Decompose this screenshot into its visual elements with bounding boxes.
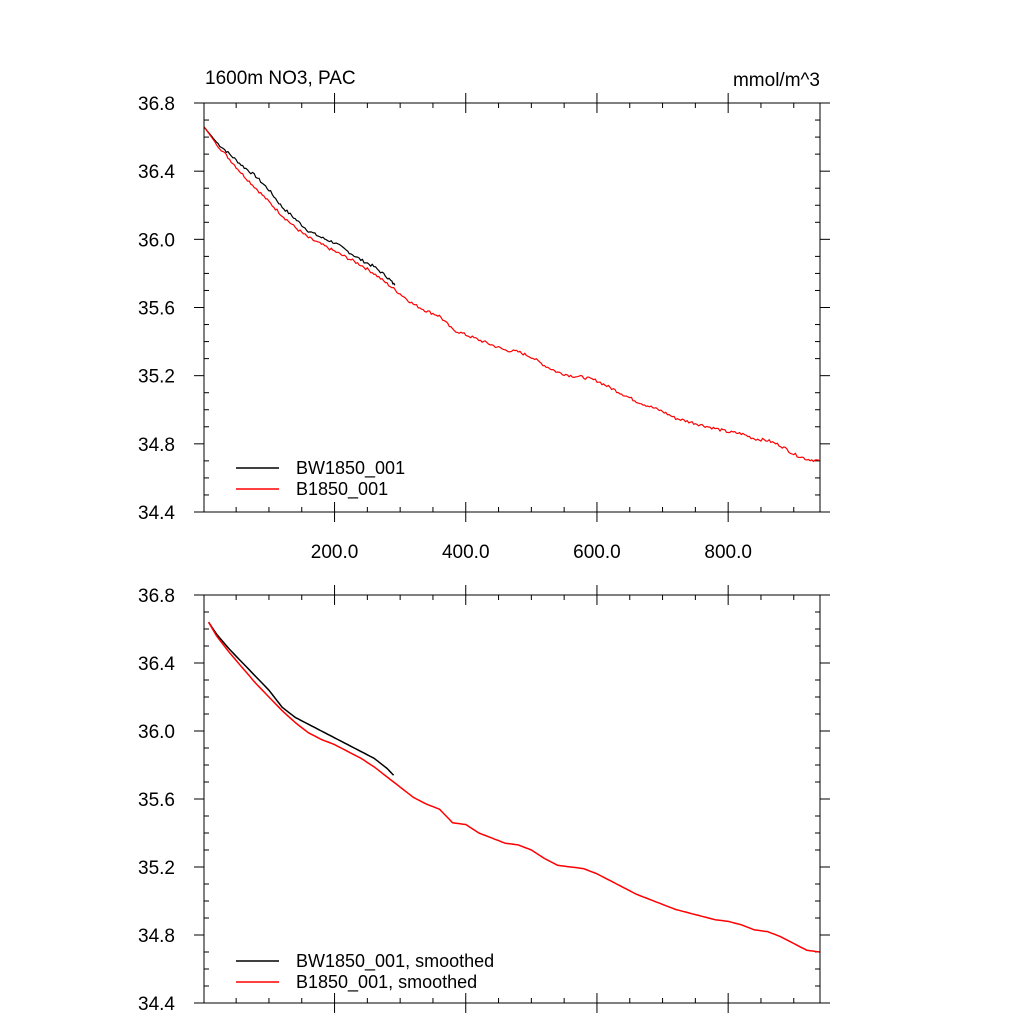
- y-tick-label: 36.4: [138, 654, 175, 675]
- series-lines: [203, 126, 821, 463]
- x-tick-label: 200.0: [311, 542, 359, 563]
- y-tick-label: 34.4: [138, 503, 175, 524]
- y-tick-label: 34.4: [138, 994, 175, 1015]
- chart-title: 1600m NO3, PAC: [205, 68, 356, 89]
- series-line: [203, 126, 821, 463]
- y-tick-label: 36.8: [138, 586, 175, 607]
- y-tick-label: 34.8: [138, 435, 175, 456]
- y-tick-label: 35.6: [138, 790, 175, 811]
- bottom-panel: 34.4 34.8 35.2 35.6 36.0 36.4 36.8 BW1850_001,…: [138, 585, 830, 1015]
- axis-ticks: [194, 585, 830, 1013]
- series-line: [207, 621, 395, 776]
- axis-tick-labels: 200.0 400.0 600.0 800.0 34.4 34.8 35.2 35.6 36.0…: [138, 94, 752, 563]
- plot-frame: [203, 594, 821, 1004]
- y-tick-label: 36.0: [138, 230, 175, 251]
- legend-label: BW1850_001, smoothed: [296, 951, 494, 972]
- legend-label: B1850_001: [296, 479, 388, 500]
- x-tick-label: 800.0: [704, 542, 752, 563]
- y-tick-label: 35.2: [138, 858, 175, 879]
- series-line: [203, 126, 396, 286]
- axis-ticks: [194, 93, 830, 522]
- legend-label: BW1850_001: [296, 458, 405, 479]
- series-line: [207, 621, 821, 953]
- y-tick-label: 36.0: [138, 722, 175, 743]
- units-label: mmol/m^3: [733, 70, 820, 91]
- y-tick-label: 36.4: [138, 162, 175, 183]
- series-lines: [207, 621, 821, 953]
- y-tick-label: 34.8: [138, 926, 175, 947]
- x-tick-label: 600.0: [573, 542, 621, 563]
- legend-label: B1850_001, smoothed: [296, 972, 477, 993]
- y-tick-label: 36.8: [138, 94, 175, 115]
- top-panel: 1600m NO3, PAC mmol/m^3 200.0 400.0 600.0 8…: [138, 68, 830, 563]
- y-tick-label: 35.2: [138, 367, 175, 388]
- x-tick-label: 400.0: [442, 542, 490, 563]
- axis-tick-labels: 34.4 34.8 35.2 35.6 36.0 36.4 36.8: [138, 586, 175, 1015]
- plot-frame: [203, 102, 821, 513]
- y-tick-label: 35.6: [138, 299, 175, 320]
